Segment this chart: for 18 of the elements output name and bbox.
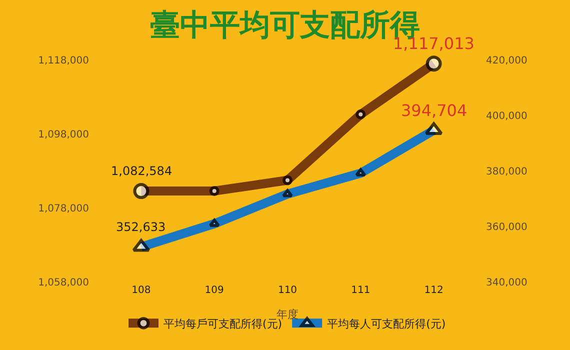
y2-tick-label: 400,000: [486, 111, 528, 122]
y2-tick-label: 380,000: [486, 166, 528, 178]
y-tick-label: 1,078,000: [38, 204, 89, 214]
data-label: 352,633: [116, 220, 166, 234]
x-tick-label: 111: [351, 285, 370, 296]
data-label: 1,082,584: [111, 164, 172, 178]
y2-tick-label: 360,000: [486, 222, 528, 233]
x-tick-label: 109: [204, 285, 224, 296]
y-tick-label: 1,098,000: [38, 130, 89, 140]
y-tick-label: 1,058,000: [38, 278, 89, 288]
data-label: 394,704: [401, 101, 468, 120]
x-tick-label: 108: [132, 285, 151, 296]
x-tick-label: 110: [278, 285, 298, 296]
legend-label: 平均每人可支配所得(元): [327, 317, 446, 330]
y-tick-label: 1,118,000: [38, 56, 89, 66]
y2-tick-label: 420,000: [486, 56, 528, 66]
x-tick-label: 112: [424, 285, 444, 296]
y2-tick-label: 340,000: [486, 278, 528, 288]
